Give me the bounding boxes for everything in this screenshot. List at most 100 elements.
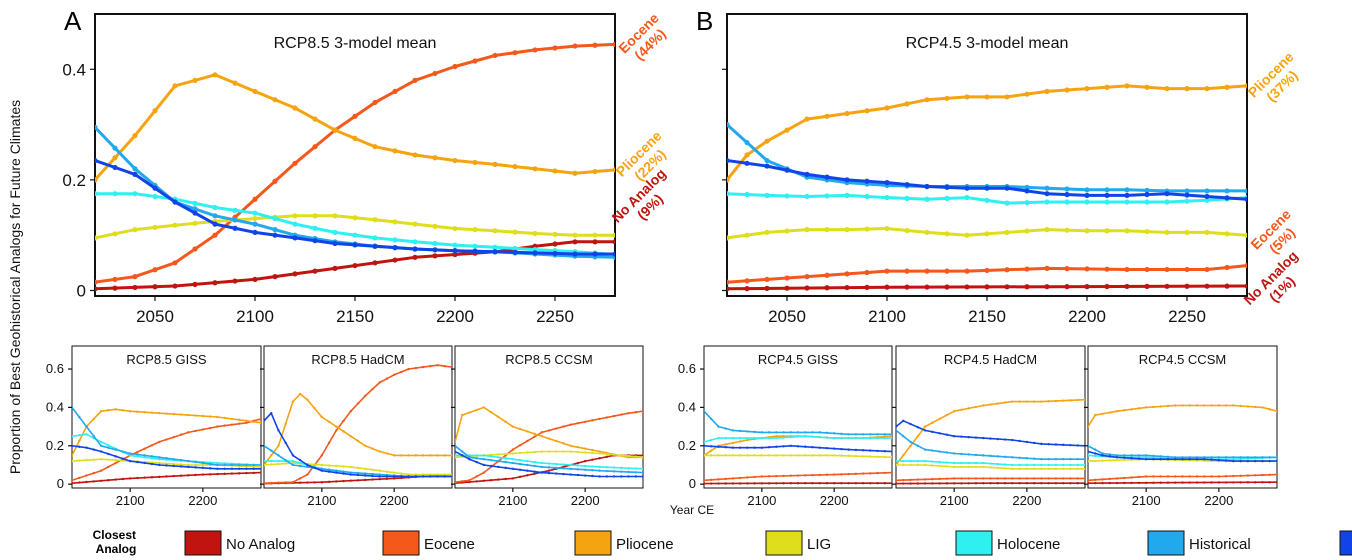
series-point-no-analog bbox=[876, 482, 879, 485]
series-point-preindustrial bbox=[1040, 442, 1043, 446]
series-point-preindustrial bbox=[818, 446, 821, 449]
series-point-preindustrial bbox=[385, 475, 389, 478]
series-point-eocene bbox=[252, 196, 258, 202]
series-point-historical bbox=[952, 452, 956, 455]
series-point-no-analog bbox=[230, 472, 234, 475]
series-point-no-analog bbox=[342, 479, 345, 483]
series-point-pliocene bbox=[1130, 408, 1133, 411]
series-point-preindustrial bbox=[760, 446, 764, 449]
y-axis-label: Proportion of Best Geohistorical Analogs… bbox=[7, 100, 23, 474]
series-point-preindustrial bbox=[989, 437, 992, 440]
series-point-lig bbox=[492, 228, 498, 234]
series-point-no-analog bbox=[1032, 482, 1036, 485]
series-point-lig bbox=[112, 231, 118, 237]
series-point-lig bbox=[158, 461, 161, 465]
series-point-preindustrial bbox=[313, 466, 316, 470]
x-tick-label: 2100 bbox=[236, 307, 274, 326]
series-point-preindustrial bbox=[1004, 185, 1010, 191]
series-point-eocene bbox=[1224, 264, 1230, 271]
series-point-no-analog bbox=[869, 482, 872, 485]
series-point-preindustrial bbox=[99, 450, 103, 453]
series-point-eocene bbox=[904, 268, 910, 274]
series-point-pliocene bbox=[804, 116, 810, 122]
series-point-holocene bbox=[909, 459, 912, 463]
series-point-eocene bbox=[1244, 262, 1247, 269]
series-point-lig bbox=[532, 230, 538, 237]
series-point-historical bbox=[641, 471, 643, 474]
end-label-no-analog: No Analog(1%) bbox=[1240, 247, 1312, 319]
series-point-holocene bbox=[634, 467, 637, 470]
series-point-pliocene bbox=[313, 407, 316, 410]
series-point-pliocene bbox=[576, 446, 580, 449]
series-point-preindustrial bbox=[744, 160, 750, 166]
series-point-eocene bbox=[352, 113, 358, 119]
series-point-lig bbox=[132, 227, 138, 233]
series-point-eocene bbox=[974, 477, 978, 480]
series-point-preindustrial bbox=[128, 459, 132, 463]
series-point-preindustrial bbox=[555, 472, 558, 475]
series-point-pliocene bbox=[1159, 405, 1162, 408]
series-point-historical bbox=[1088, 444, 1090, 447]
series-point-eocene bbox=[208, 426, 212, 430]
series-point-preindustrial bbox=[114, 455, 117, 458]
panel-b: RCP4.5 3-model mean 2050 2100 2150 2200 2250 P… bbox=[722, 13, 1312, 326]
series-point-lig bbox=[400, 472, 403, 475]
series-point-historical bbox=[562, 467, 565, 470]
series-point-preindustrial bbox=[924, 183, 930, 190]
series-point-holocene bbox=[724, 436, 727, 440]
series-point-lig bbox=[552, 231, 558, 237]
series-point-no-analog bbox=[931, 482, 934, 485]
series-point-historical bbox=[1061, 458, 1065, 461]
series-point-preindustrial bbox=[753, 446, 756, 449]
series-point-no-analog bbox=[152, 284, 158, 290]
panel-letter-b: B bbox=[696, 6, 713, 36]
series-point-lig bbox=[883, 455, 886, 459]
series-point-no-analog bbox=[475, 480, 478, 483]
series-point-historical bbox=[1083, 458, 1085, 461]
series-point-holocene bbox=[967, 461, 970, 465]
series-point-lig bbox=[717, 454, 720, 457]
series-point-pliocene bbox=[192, 77, 198, 83]
series-point-holocene bbox=[112, 191, 118, 197]
series-point-preindustrial bbox=[984, 185, 990, 191]
series-point-lig bbox=[591, 451, 594, 455]
series-point-no-analog bbox=[352, 262, 358, 269]
series-point-pliocene bbox=[136, 410, 139, 413]
series-point-pliocene bbox=[572, 170, 578, 176]
series-point-preindustrial bbox=[1268, 459, 1271, 463]
series-point-eocene bbox=[72, 479, 74, 482]
series-point-no-analog bbox=[252, 276, 258, 283]
series-point-lig bbox=[1061, 467, 1065, 471]
series-point-lig bbox=[832, 454, 836, 457]
series-point-lig bbox=[592, 232, 598, 238]
series-point-lig bbox=[385, 470, 389, 473]
series-point-pliocene bbox=[738, 440, 742, 443]
series-point-preindustrial bbox=[1261, 459, 1264, 463]
series-point-no-analog bbox=[482, 479, 486, 483]
series-point-eocene bbox=[1032, 477, 1036, 480]
series-point-eocene bbox=[861, 472, 865, 475]
series-point-historical bbox=[744, 139, 750, 146]
series-point-lig bbox=[540, 450, 543, 453]
series-point-pliocene bbox=[909, 444, 912, 447]
series-point-historical bbox=[1054, 458, 1058, 461]
series-point-lig bbox=[847, 454, 850, 458]
series-point-historical bbox=[547, 466, 551, 469]
series-point-eocene bbox=[212, 232, 218, 238]
series-point-historical bbox=[165, 457, 168, 460]
series-point-historical bbox=[468, 456, 471, 459]
series-point-historical bbox=[775, 431, 778, 434]
series-point-lig bbox=[194, 463, 197, 467]
y-tick-label: 0 bbox=[57, 476, 64, 491]
series-point-no-analog bbox=[259, 471, 261, 474]
series-point-holocene bbox=[984, 197, 990, 203]
series-point-holocene bbox=[731, 436, 735, 440]
series-point-eocene bbox=[896, 479, 898, 482]
series-point-eocene bbox=[392, 373, 396, 376]
x-tick-label: 2200 bbox=[380, 493, 409, 508]
series-point-holocene bbox=[782, 436, 785, 439]
y-tick-label: 0.2 bbox=[678, 438, 696, 453]
series-point-no-analog bbox=[1144, 283, 1150, 289]
series-point-preindustrial bbox=[883, 450, 886, 453]
y-tick-label: 0.4 bbox=[46, 399, 64, 414]
